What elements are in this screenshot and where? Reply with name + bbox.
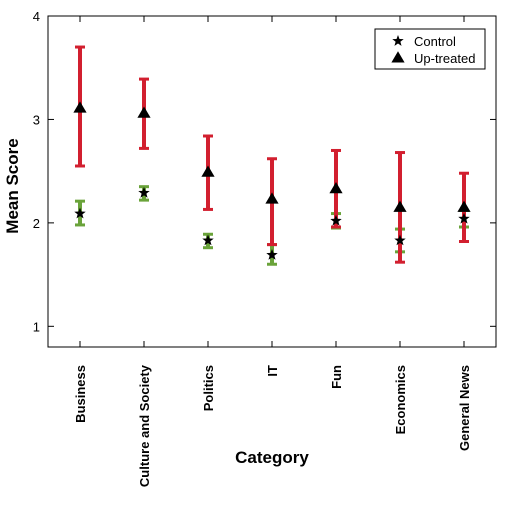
category-label: Economics bbox=[393, 365, 408, 434]
y-tick-label: 4 bbox=[33, 9, 40, 24]
category-label: IT bbox=[265, 365, 280, 377]
triangle-marker bbox=[137, 106, 151, 118]
triangle-marker bbox=[73, 101, 87, 113]
triangle-marker bbox=[457, 200, 471, 212]
category-label: Fun bbox=[329, 365, 344, 389]
triangle-marker bbox=[329, 182, 343, 194]
x-axis: Business Culture and Society Politics IT Fun… bbox=[73, 16, 472, 487]
category-label: Culture and Society bbox=[137, 364, 152, 487]
triangle-marker bbox=[393, 200, 407, 212]
star-marker bbox=[74, 207, 86, 219]
star-marker bbox=[138, 186, 150, 198]
star-marker bbox=[202, 234, 214, 246]
data-marks bbox=[73, 45, 471, 266]
y-tick-label: 3 bbox=[33, 112, 40, 127]
legend-label: Up-treated bbox=[414, 51, 475, 66]
y-tick-label: 1 bbox=[33, 319, 40, 334]
star-marker bbox=[330, 214, 342, 226]
series-up-treated bbox=[75, 45, 469, 264]
legend-label: Control bbox=[414, 34, 456, 49]
triangle-marker bbox=[265, 192, 279, 204]
legend: Control Up-treated bbox=[374, 28, 486, 70]
star-marker bbox=[266, 248, 278, 260]
category-label: Business bbox=[73, 365, 88, 423]
star-marker bbox=[394, 234, 406, 246]
x-axis-title: Category bbox=[235, 448, 309, 467]
y-axis: 1 2 3 4 bbox=[33, 9, 496, 334]
legend-star-icon bbox=[392, 35, 404, 46]
legend-triangle-icon bbox=[391, 51, 405, 63]
category-label: General News bbox=[457, 365, 472, 451]
category-label: Politics bbox=[201, 365, 216, 411]
y-tick-label: 2 bbox=[33, 216, 40, 231]
y-axis-title: Mean Score bbox=[3, 138, 22, 233]
star-marker bbox=[458, 212, 470, 224]
legend-box bbox=[374, 28, 486, 70]
triangle-marker bbox=[201, 165, 215, 177]
